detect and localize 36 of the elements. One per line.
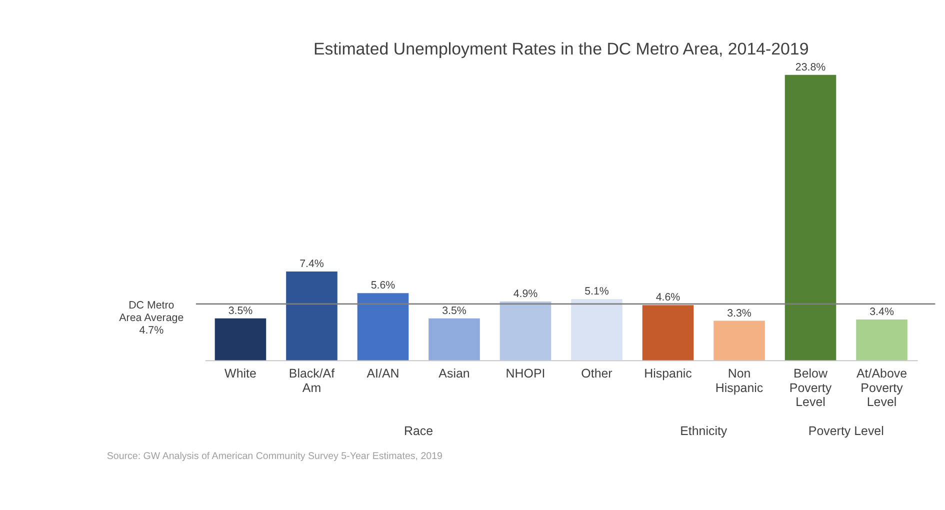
- text: Ethnicity: [680, 424, 728, 438]
- bar: [428, 318, 480, 360]
- x-tick-label: Asian: [438, 366, 470, 381]
- x-tick-label: NHOPI: [506, 366, 546, 381]
- bar: [714, 320, 765, 360]
- bar: [856, 320, 908, 360]
- data-label: 23.8%: [795, 61, 826, 74]
- bar: [500, 302, 552, 360]
- bar: [571, 299, 622, 360]
- data-label: 5.1%: [584, 286, 610, 298]
- data-label: 4.9%: [513, 288, 538, 300]
- bar: [642, 305, 694, 360]
- x-tick-label: Black/Af Am: [288, 366, 336, 395]
- text: Race: [404, 424, 434, 438]
- data-label: 3.5%: [228, 304, 254, 317]
- ref-line-label: DC Metro Area Average 4.7%: [119, 299, 184, 336]
- x-tick-label: At/Above Poverty Level: [856, 366, 908, 410]
- bar: [214, 318, 266, 360]
- text: Poverty Level: [808, 424, 884, 438]
- data-label: 5.6%: [370, 280, 396, 292]
- x-tick-label: Below Poverty Level: [789, 366, 832, 410]
- data-label: 4.6%: [656, 292, 681, 304]
- data-label: 3.4%: [870, 306, 894, 318]
- data-label: 7.4%: [300, 258, 324, 270]
- bar: [784, 74, 836, 360]
- bar: [357, 293, 409, 360]
- chart-title: Estimated Unemployment Rates in the DC Metro Area, 2014-2019: [314, 39, 809, 58]
- x-tick-label: Non Hispanic: [715, 366, 764, 395]
- x-tick-label: White: [224, 366, 256, 381]
- data-label: 3.5%: [442, 304, 467, 317]
- source-note: Source: GW Analysis of American Community Survey 5-Year Estimates, 2019: [106, 451, 442, 462]
- x-tick-label: Hispanic: [644, 366, 692, 381]
- bar: [286, 272, 338, 360]
- data-label: 3.3%: [727, 307, 752, 320]
- x-tick-label: AI/AN: [366, 366, 400, 381]
- x-tick-label: Other: [581, 366, 612, 381]
